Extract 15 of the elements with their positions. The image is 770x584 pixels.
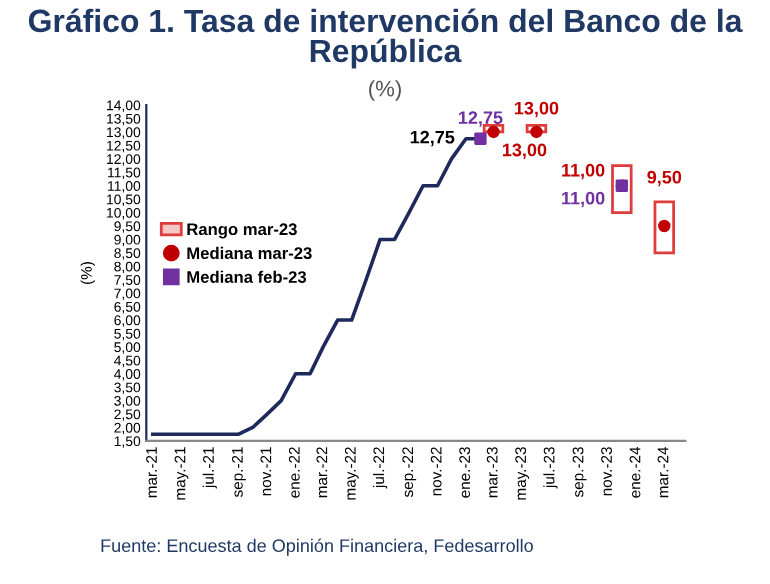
legend-label: Mediana mar-23 [187,246,312,260]
data-label: 11,00 [562,163,605,180]
data-label: 12,75 [458,111,503,127]
data-label: 13,00 [514,101,559,118]
data-label: 9,50 [647,170,682,187]
point [530,125,543,139]
point [474,132,487,145]
source-note: Fuente: Encuesta de Opinión Financiera, Fedesarrollo [101,538,533,556]
legend-label: Mediana feb-23 [187,270,307,283]
legend-label: Rango mar-23 [187,223,297,239]
chart-title: Gráfico 1. Tasa de intervención del Banco de la República [28,8,743,69]
data-label: 13,00 [502,143,547,159]
data-label: 12,75 [410,130,455,147]
chart-subtitle: (%) [369,80,401,101]
data-label: 11,00 [562,191,605,208]
